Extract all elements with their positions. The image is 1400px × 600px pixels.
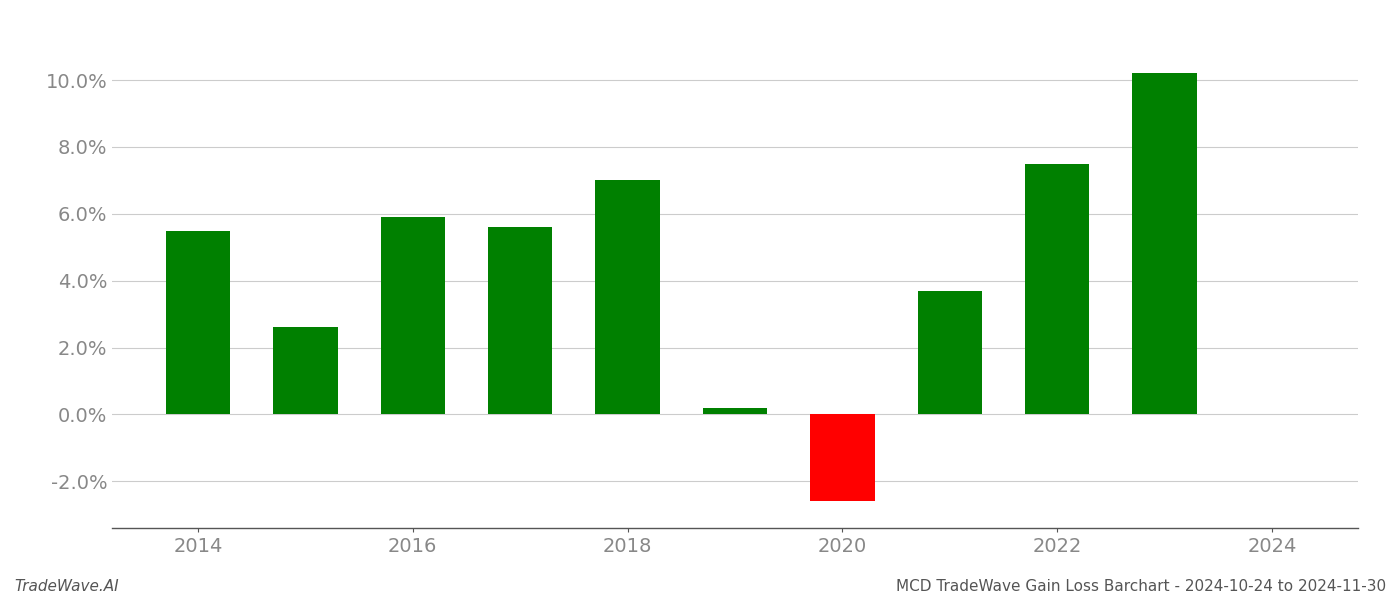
Bar [1025, 164, 1089, 415]
Bar [811, 415, 875, 501]
Bar [165, 230, 230, 415]
Bar [489, 227, 553, 415]
Bar [273, 328, 337, 415]
Text: MCD TradeWave Gain Loss Barchart - 2024-10-24 to 2024-11-30: MCD TradeWave Gain Loss Barchart - 2024-… [896, 579, 1386, 594]
Bar [595, 181, 659, 415]
Bar [381, 217, 445, 415]
Text: TradeWave.AI: TradeWave.AI [14, 579, 119, 594]
Bar [1133, 73, 1197, 415]
Bar [703, 407, 767, 415]
Bar [917, 290, 981, 415]
